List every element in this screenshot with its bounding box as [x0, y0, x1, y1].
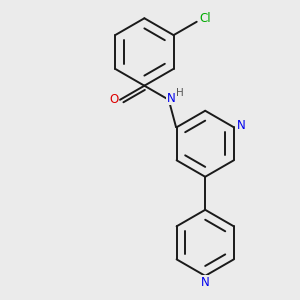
Text: N: N: [236, 119, 245, 132]
Text: O: O: [109, 93, 118, 106]
Text: Cl: Cl: [199, 13, 211, 26]
Text: H: H: [176, 88, 184, 98]
Text: N: N: [201, 276, 210, 289]
Text: N: N: [167, 92, 175, 105]
